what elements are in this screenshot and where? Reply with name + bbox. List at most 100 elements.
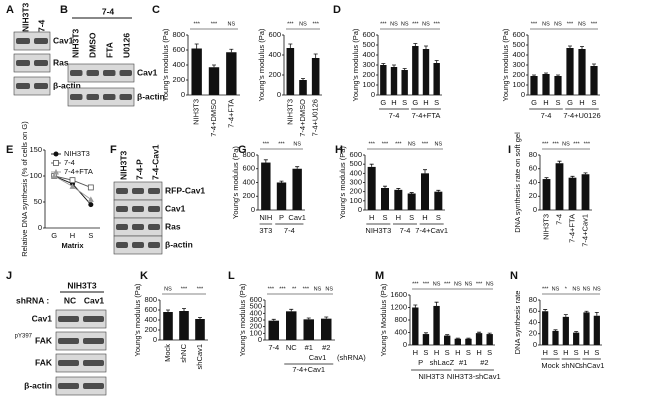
y-tick-label: 200 — [512, 70, 525, 79]
bar — [286, 48, 295, 95]
blot-header: 7-4 — [102, 6, 115, 16]
group-label: 7-4+FTA — [412, 111, 441, 120]
panel-letter: K — [140, 270, 148, 282]
y-tick-label: 600 — [249, 295, 262, 304]
y-tick-label: 150 — [29, 145, 42, 154]
y-tick-label: 200 — [144, 325, 157, 334]
blot-band — [83, 383, 104, 389]
significance-label: *** — [263, 141, 270, 147]
y-tick-label: 0 — [371, 90, 375, 99]
y-tick-label: 0 — [403, 340, 407, 349]
x-tick-label: S — [445, 348, 450, 357]
bar — [542, 74, 550, 95]
y-tick-label: 0 — [251, 205, 255, 214]
y-tick-label: 300 — [362, 60, 375, 69]
panel-letter: B — [60, 4, 68, 16]
bar — [444, 335, 451, 345]
x-tick-label: 7-4+DMSO — [209, 99, 218, 137]
x-tick-label: H — [476, 348, 481, 357]
bar — [407, 193, 416, 210]
error-bar — [477, 331, 482, 334]
y-axis-label: Young's modulus (Pa) — [501, 28, 510, 101]
bar — [542, 311, 549, 345]
y-axis-label: Relative DNA synthesis (% of cells on G) — [20, 121, 29, 257]
bar — [412, 46, 419, 95]
error-bar — [212, 64, 216, 68]
row-label: β-actin — [53, 80, 81, 90]
error-bar — [288, 43, 293, 48]
y-tick-label: 100 — [362, 80, 375, 89]
y-tick-label: 400 — [249, 308, 262, 317]
significance-label: NS — [593, 286, 601, 292]
legend-label: NIH3T3 — [64, 149, 90, 158]
x-tick-label: NIH3T3 — [192, 99, 201, 125]
error-bar — [434, 301, 439, 306]
x-tick-label: H — [455, 348, 460, 357]
legend-marker — [53, 151, 59, 157]
error-bar — [423, 332, 428, 335]
bar — [433, 305, 440, 345]
significance-label: NS — [552, 286, 560, 292]
x-tick-label: G — [380, 98, 386, 107]
bar — [581, 174, 590, 210]
blot-band — [148, 206, 160, 212]
x-tick-label: S — [402, 98, 407, 107]
blot-band — [83, 360, 104, 366]
significance-label: NS — [578, 21, 586, 27]
x-tick-label: H — [369, 213, 374, 222]
x-tick-label: H — [391, 98, 396, 107]
x-tick-label: NIH — [259, 213, 272, 222]
y-axis-label: Young's Modulus (Pa) — [379, 283, 388, 356]
x-tick-label: G — [412, 98, 418, 107]
row-superscript: pY397 — [15, 334, 33, 340]
bar — [562, 316, 569, 345]
error-bar — [324, 316, 329, 319]
bar — [311, 58, 320, 95]
y-tick-label: 400 — [512, 50, 525, 59]
error-bar — [570, 175, 575, 178]
significance-label: NS — [390, 21, 398, 27]
marker — [87, 184, 94, 191]
bar — [195, 319, 205, 340]
row-label: β-actin — [24, 380, 52, 390]
blot-band — [70, 94, 83, 100]
significance-label: *** — [268, 286, 275, 292]
note-label: Cav1 — [309, 353, 327, 362]
blot-frame — [13, 76, 51, 96]
y-tick-label: 300 — [512, 60, 525, 69]
blot-band — [148, 224, 160, 230]
y-tick-label: 0 — [533, 340, 537, 349]
bar — [568, 177, 577, 210]
row-label: β-actin — [137, 91, 165, 101]
y-tick-label: 800 — [242, 150, 255, 159]
significance-label: *** — [287, 21, 294, 27]
blot-frame — [67, 63, 135, 83]
blot-band — [132, 206, 144, 212]
significance-label: NS — [228, 21, 236, 27]
bar — [421, 173, 429, 210]
x-tick-label: S — [88, 231, 93, 240]
significance-label: NS — [299, 21, 307, 27]
significance-label: NS — [554, 21, 562, 27]
x-tick-label: #2 — [322, 343, 330, 352]
group-label: 7-4+Cav1 — [415, 226, 448, 235]
error-bar — [436, 189, 441, 192]
error-bar — [381, 63, 386, 65]
error-bar — [301, 78, 305, 80]
bar — [578, 49, 586, 95]
bar — [163, 312, 173, 340]
y-tick-label: 500 — [362, 40, 375, 49]
error-bar — [584, 310, 589, 313]
marker — [87, 196, 94, 202]
blot-band — [34, 38, 48, 44]
y-tick-label: 600 — [349, 150, 362, 159]
y-tick-label: 600 — [144, 305, 157, 314]
error-bar — [313, 53, 318, 58]
y-tick-label: 50 — [34, 197, 42, 206]
error-bar — [580, 46, 584, 49]
significance-label: NS — [562, 141, 570, 147]
y-tick-label: 600 — [242, 164, 255, 173]
blot-frame — [55, 353, 107, 373]
significance-label: *** — [444, 281, 451, 287]
